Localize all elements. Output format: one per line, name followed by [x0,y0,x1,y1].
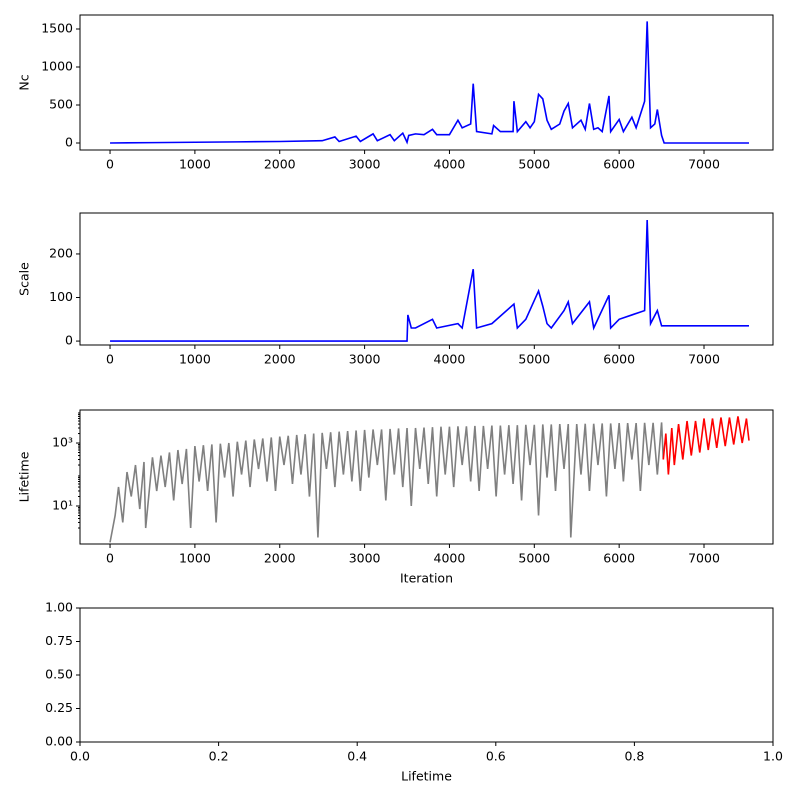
y-tick-label: 0.75 [45,633,73,648]
y-tick-label: 0 [65,333,73,348]
y-tick-label: 0.50 [45,667,73,682]
x-tick-label: 0.2 [209,749,229,764]
axes-frame [79,14,774,151]
y-axis-label: Nc [17,74,32,90]
x-tick-label: 5000 [518,157,550,172]
x-tick-label: 0 [106,157,114,172]
x-tick-label: 0 [106,352,114,367]
x-tick-label: 7000 [688,157,720,172]
y-tick-label: 1000 [41,58,73,73]
x-tick-label: 2000 [264,352,296,367]
x-tick-label: 0.0 [70,749,90,764]
x-tick-label: 4000 [434,551,466,566]
x-tick-label: 4000 [434,157,466,172]
x-tick-label: 3000 [349,551,381,566]
x-tick-label: 3000 [349,352,381,367]
data-line [110,219,749,342]
x-axis-label: Lifetime [401,769,452,784]
x-tick-label: 7000 [688,551,720,566]
y-tick-label: 500 [49,97,73,112]
x-tick-label: 0.8 [624,749,644,764]
x-tick-label: 5000 [518,551,550,566]
x-tick-label: 4000 [434,352,466,367]
x-tick-label: 3000 [349,157,381,172]
axes-frame [79,607,774,743]
x-tick-label: 6000 [603,157,635,172]
x-tick-label: 1000 [179,352,211,367]
x-tick-label: 2000 [264,157,296,172]
y-tick-label: 0.25 [45,700,73,715]
x-tick-label: 2000 [264,551,296,566]
x-tick-label: 0.4 [347,749,367,764]
axes-frame [79,212,774,346]
x-tick-label: 1.0 [763,749,783,764]
y-axis-label: Lifetime [17,451,32,502]
x-tick-label: 6000 [603,352,635,367]
y-tick-label: 0 [65,135,73,150]
data-line [109,422,665,543]
y-axis-label: Scale [17,262,32,296]
x-tick-label: 0 [106,551,114,566]
y-tick-label: 1.00 [45,600,73,615]
y-tick-label: 0.00 [45,734,73,749]
data-line [110,21,749,145]
x-tick-label: 1000 [179,157,211,172]
x-tick-label: 1000 [179,551,211,566]
y-tick-label: 10¹ [52,497,73,512]
axes-frame [79,409,774,545]
y-tick-label: 200 [49,245,73,260]
y-tick-label: 100 [49,289,73,304]
x-tick-label: 6000 [603,551,635,566]
y-tick-label: 10³ [52,435,73,450]
data-line [662,416,750,475]
x-tick-label: 0.6 [486,749,506,764]
x-tick-label: 7000 [688,352,720,367]
y-tick-label: 1500 [41,20,73,35]
x-tick-label: 5000 [518,352,550,367]
x-axis-label: Iteration [400,571,453,586]
